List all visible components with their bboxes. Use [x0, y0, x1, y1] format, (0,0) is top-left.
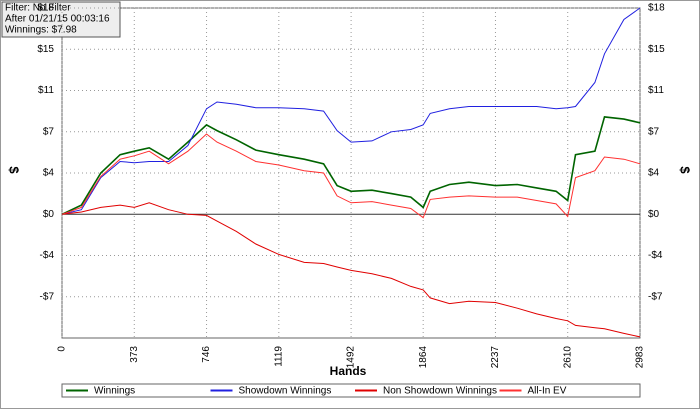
legend-box: [61, 383, 641, 398]
y2-tick-label: $7: [648, 126, 660, 137]
series-line: [61, 133, 641, 219]
info-box: [1, 1, 121, 38]
x-axis-label: Hands: [330, 364, 367, 378]
x-tick-label: 1492: [346, 346, 357, 369]
series-line: [61, 7, 641, 215]
y2-tick-label: $15: [648, 44, 665, 55]
x-tick-label: 2237: [490, 346, 501, 369]
y2-tick-label: $11: [648, 85, 664, 96]
y-tick-label: $18: [37, 3, 54, 14]
info-line: Filter: No Filter: [5, 3, 71, 14]
info-line: After 01/21/15 00:03:16: [5, 14, 110, 25]
x-tick-label: 0: [57, 346, 68, 352]
y2-axis-label: $: [678, 166, 693, 174]
legend-label: Showdown Winnings: [239, 386, 332, 397]
series-line: [61, 116, 641, 216]
legend-label: All-In EV: [528, 386, 567, 397]
x-tick-label: 1864: [418, 346, 429, 369]
y-tick-label: $0: [43, 209, 55, 220]
x-tick-label: 2983: [635, 346, 646, 369]
y2-tick-label: $18: [648, 3, 665, 14]
y2-tick-label: $0: [648, 209, 660, 220]
y2-tick-label: $4: [648, 168, 660, 179]
y-tick-label: -$7: [40, 291, 55, 302]
info-line: Winnings: $7.98: [5, 25, 77, 36]
y2-tick-label: -$4: [648, 250, 663, 261]
series-line: [61, 202, 641, 338]
x-tick-label: 373: [129, 346, 140, 363]
x-tick-label: 1119: [273, 346, 284, 367]
legend-label: Non Showdown Winnings: [383, 386, 497, 397]
y-tick-label: -$4: [40, 250, 55, 261]
y2-tick-label: -$7: [648, 291, 663, 302]
y-axis-label: $: [7, 166, 22, 174]
legend-label: Winnings: [94, 386, 135, 397]
y-tick-label: $7: [43, 126, 55, 137]
y-tick-label: $15: [37, 44, 54, 55]
x-tick-label: 746: [201, 346, 212, 363]
x-tick-label: 2610: [562, 346, 573, 369]
y-tick-label: $11: [38, 85, 54, 96]
y-tick-label: $4: [43, 168, 55, 179]
